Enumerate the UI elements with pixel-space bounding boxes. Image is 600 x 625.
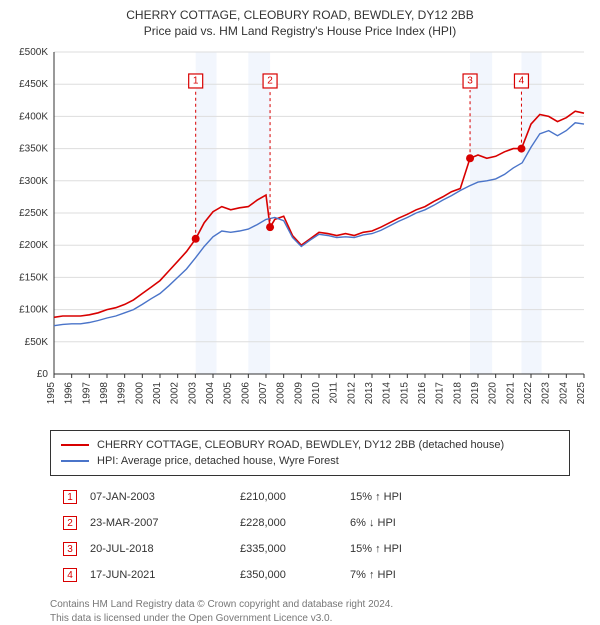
- title-line-2: Price paid vs. HM Land Registry's House …: [10, 24, 590, 38]
- svg-text:2020: 2020: [488, 382, 499, 405]
- events-table: 1 07-JAN-2003 £210,000 15% ↑ HPI 2 23-MA…: [50, 484, 570, 588]
- footer-line-1: Contains HM Land Registry data © Crown c…: [50, 598, 586, 612]
- legend-label-red: CHERRY COTTAGE, CLEOBURY ROAD, BEWDLEY, …: [97, 439, 504, 451]
- svg-text:2012: 2012: [346, 382, 357, 405]
- svg-text:2013: 2013: [364, 382, 375, 405]
- svg-text:2: 2: [267, 75, 273, 86]
- svg-text:2023: 2023: [541, 382, 552, 405]
- svg-text:2000: 2000: [134, 382, 145, 405]
- svg-text:£50K: £50K: [25, 337, 49, 348]
- svg-text:2009: 2009: [293, 382, 304, 405]
- event-marker-2: 2: [63, 516, 77, 530]
- svg-text:£500K: £500K: [19, 47, 48, 58]
- event-pct: 15% ↑ HPI: [350, 491, 460, 503]
- svg-text:2014: 2014: [382, 382, 393, 405]
- svg-text:£200K: £200K: [19, 240, 48, 251]
- event-row: 3 20-JUL-2018 £335,000 15% ↑ HPI: [50, 536, 570, 562]
- svg-text:2017: 2017: [435, 382, 446, 405]
- title-block: CHERRY COTTAGE, CLEOBURY ROAD, BEWDLEY, …: [10, 8, 590, 38]
- svg-text:1999: 1999: [117, 382, 128, 405]
- svg-text:1998: 1998: [99, 382, 110, 405]
- svg-text:£450K: £450K: [19, 79, 48, 90]
- chart-container: CHERRY COTTAGE, CLEOBURY ROAD, BEWDLEY, …: [0, 0, 600, 625]
- svg-text:2001: 2001: [152, 382, 163, 405]
- svg-text:2010: 2010: [311, 382, 322, 405]
- svg-text:2025: 2025: [576, 382, 587, 405]
- event-price: £335,000: [240, 543, 350, 555]
- title-line-1: CHERRY COTTAGE, CLEOBURY ROAD, BEWDLEY, …: [10, 8, 590, 22]
- event-marker-1: 1: [63, 490, 77, 504]
- svg-text:3: 3: [467, 75, 473, 86]
- svg-text:£350K: £350K: [19, 144, 48, 155]
- event-price: £210,000: [240, 491, 350, 503]
- event-date: 07-JAN-2003: [90, 491, 240, 503]
- event-marker-3: 3: [63, 542, 77, 556]
- svg-text:2003: 2003: [187, 382, 198, 405]
- chart-area: £0 £50K £100K £150K £200K £250K £300K £350K £400…: [10, 44, 590, 424]
- event-pct: 7% ↑ HPI: [350, 569, 460, 581]
- svg-text:2019: 2019: [470, 382, 481, 405]
- event-pct: 15% ↑ HPI: [350, 543, 460, 555]
- legend-swatch-red: [61, 444, 89, 446]
- svg-text:£300K: £300K: [19, 176, 48, 187]
- event-date: 20-JUL-2018: [90, 543, 240, 555]
- svg-text:£250K: £250K: [19, 208, 48, 219]
- svg-text:2024: 2024: [558, 382, 569, 405]
- svg-text:2007: 2007: [258, 382, 269, 405]
- event-row: 4 17-JUN-2021 £350,000 7% ↑ HPI: [50, 562, 570, 588]
- svg-text:2005: 2005: [223, 382, 234, 405]
- event-row: 1 07-JAN-2003 £210,000 15% ↑ HPI: [50, 484, 570, 510]
- event-price: £228,000: [240, 517, 350, 529]
- event-row: 2 23-MAR-2007 £228,000 6% ↓ HPI: [50, 510, 570, 536]
- svg-text:4: 4: [519, 75, 525, 86]
- event-marker-4: 4: [63, 568, 77, 582]
- svg-text:£100K: £100K: [19, 305, 48, 316]
- svg-text:1997: 1997: [81, 382, 92, 405]
- event-price: £350,000: [240, 569, 350, 581]
- svg-text:2002: 2002: [170, 382, 181, 405]
- event-date: 17-JUN-2021: [90, 569, 240, 581]
- legend-item-red: CHERRY COTTAGE, CLEOBURY ROAD, BEWDLEY, …: [61, 437, 559, 453]
- svg-text:2015: 2015: [399, 382, 410, 405]
- legend-label-blue: HPI: Average price, detached house, Wyre…: [97, 455, 339, 467]
- legend-item-blue: HPI: Average price, detached house, Wyre…: [61, 453, 559, 469]
- svg-text:2022: 2022: [523, 382, 534, 405]
- svg-text:2008: 2008: [276, 382, 287, 405]
- svg-text:2006: 2006: [240, 382, 251, 405]
- svg-text:£0: £0: [37, 369, 49, 380]
- event-date: 23-MAR-2007: [90, 517, 240, 529]
- svg-text:1995: 1995: [46, 382, 57, 405]
- svg-text:2004: 2004: [205, 382, 216, 405]
- chart-svg: £0 £50K £100K £150K £200K £250K £300K £350K £400…: [10, 44, 590, 424]
- svg-text:£400K: £400K: [19, 111, 48, 122]
- legend-swatch-blue: [61, 460, 89, 462]
- svg-text:2016: 2016: [417, 382, 428, 405]
- legend-box: CHERRY COTTAGE, CLEOBURY ROAD, BEWDLEY, …: [50, 430, 570, 476]
- svg-text:2018: 2018: [452, 382, 463, 405]
- svg-text:£150K: £150K: [19, 272, 48, 283]
- svg-text:1: 1: [193, 75, 199, 86]
- footer-line-2: This data is licensed under the Open Gov…: [50, 612, 586, 625]
- svg-text:2011: 2011: [329, 382, 340, 404]
- svg-text:2021: 2021: [505, 382, 516, 405]
- event-pct: 6% ↓ HPI: [350, 517, 460, 529]
- footer: Contains HM Land Registry data © Crown c…: [50, 598, 586, 625]
- svg-text:1996: 1996: [64, 382, 75, 405]
